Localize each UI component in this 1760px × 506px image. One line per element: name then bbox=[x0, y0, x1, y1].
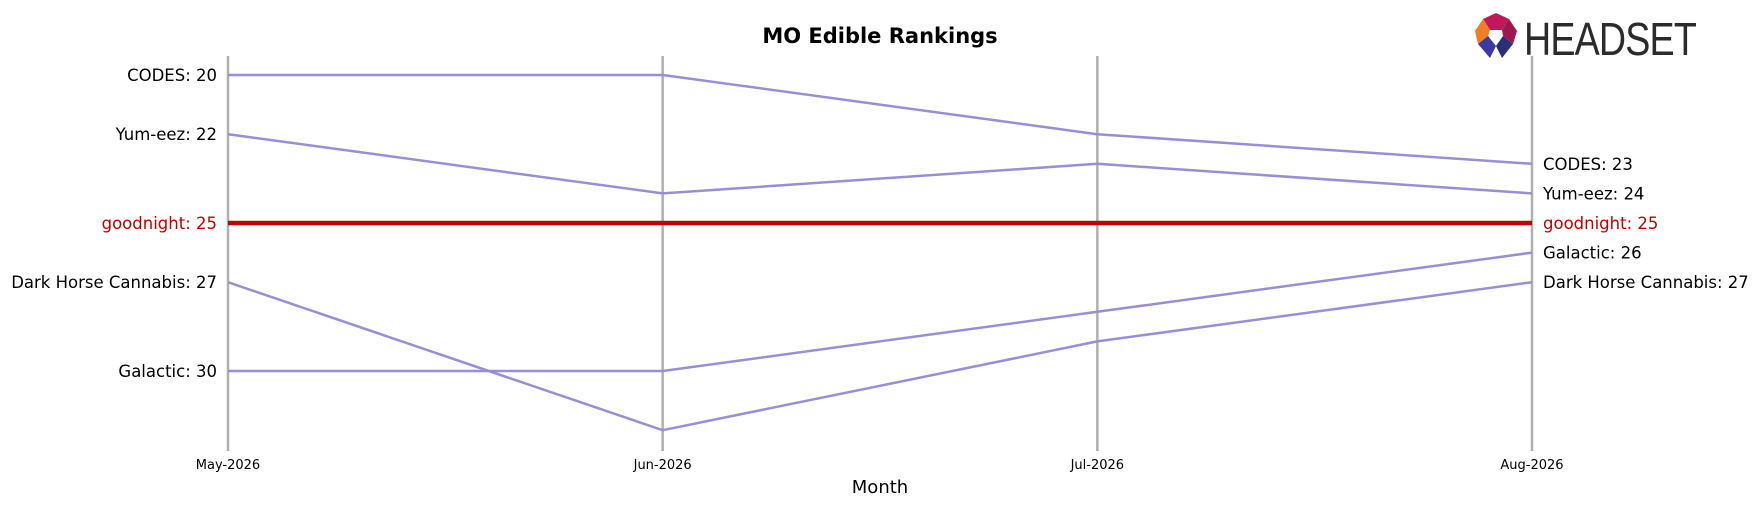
series-labels: CODES: 20 CODES: 23 Yum-eez: 22 Yum-eez: 24… bbox=[11, 66, 1749, 381]
series-label-start-codes: CODES: 20 bbox=[127, 66, 217, 85]
x-tick-label: Jul-2026 bbox=[1070, 458, 1124, 473]
x-tick-labels: May-2026 Jun-2026 Jul-2026 Aug-2026 bbox=[196, 458, 1564, 473]
x-tick-label: Jun-2026 bbox=[633, 458, 692, 473]
series-label-end-dark-horse-cannabis: Dark Horse Cannabis: 27 bbox=[1543, 273, 1749, 292]
chart-title: MO Edible Rankings bbox=[762, 24, 997, 48]
series-label-end-goodnight: goodnight: 25 bbox=[1543, 214, 1658, 233]
headset-logo: HEADSET bbox=[1475, 13, 1698, 65]
series-line-dark-horse-cannabis bbox=[227, 280, 1533, 432]
series-line-galactic bbox=[228, 251, 1533, 373]
series-label-start-galactic: Galactic: 30 bbox=[118, 362, 217, 381]
x-tick-label: May-2026 bbox=[196, 458, 260, 473]
series-label-end-yum-eez: Yum-eez: 24 bbox=[1542, 184, 1644, 203]
series-line-codes bbox=[228, 73, 1533, 166]
x-axis-title: Month bbox=[852, 477, 908, 498]
headset-logo-icon bbox=[1475, 13, 1517, 58]
series-label-start-goodnight: goodnight: 25 bbox=[102, 214, 217, 233]
series-lines bbox=[227, 73, 1533, 432]
month-guides bbox=[226, 56, 1534, 451]
series-label-start-dark-horse-cannabis: Dark Horse Cannabis: 27 bbox=[11, 273, 217, 292]
x-tick-label: Aug-2026 bbox=[1500, 458, 1563, 473]
headset-wordmark: HEADSET bbox=[1524, 13, 1697, 65]
series-label-end-codes: CODES: 23 bbox=[1543, 155, 1633, 174]
series-label-end-galactic: Galactic: 26 bbox=[1543, 244, 1642, 263]
series-label-start-yum-eez: Yum-eez: 22 bbox=[115, 125, 217, 144]
series-line-yum-eez bbox=[227, 132, 1533, 195]
